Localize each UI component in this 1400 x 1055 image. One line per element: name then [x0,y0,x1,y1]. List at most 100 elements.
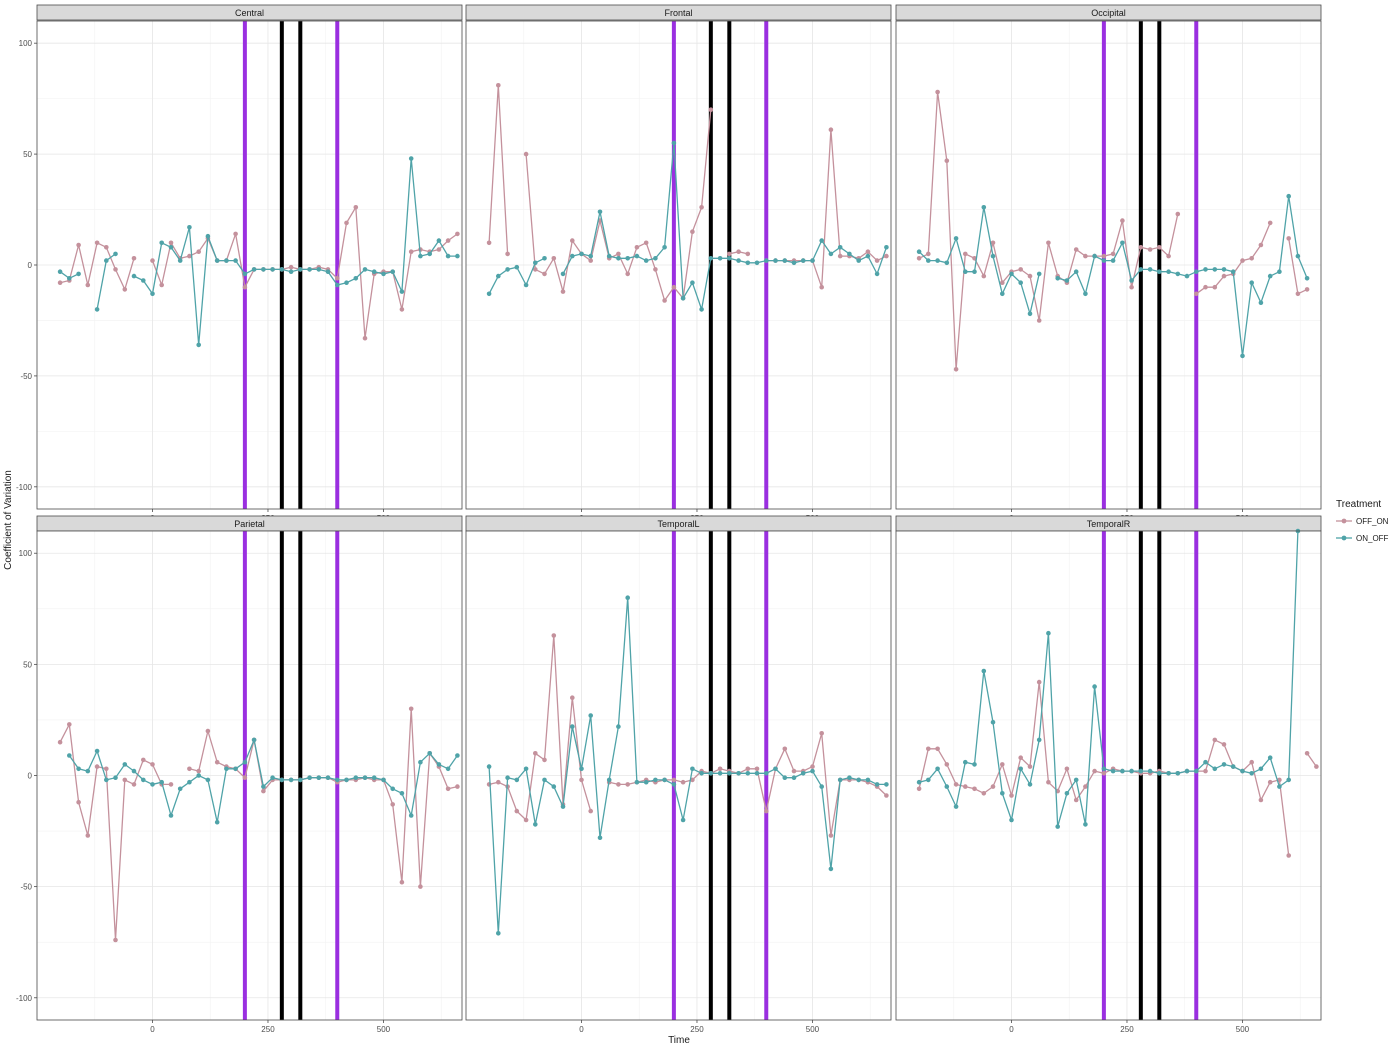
data-point-off-on [455,784,460,789]
data-point-on-off [1203,759,1208,765]
data-point-on-off [560,271,566,277]
data-point-off-on [1073,247,1079,252]
data-point-on-off [1157,771,1162,776]
data-point-on-off [1018,280,1023,286]
data-point-on-off [1064,791,1070,796]
data-point-on-off [1009,817,1014,823]
data-point-off-on [837,253,843,259]
data-point-on-off [865,777,871,783]
data-point-on-off [316,267,322,272]
data-point-off-on [399,879,405,885]
data-point-on-off [1240,768,1245,774]
data-point-on-off [606,777,612,783]
data-point-off-on [85,282,91,288]
data-point-off-on [884,253,889,259]
data-point-off-on [935,746,940,752]
legend-title: Treatment [1336,499,1381,510]
data-point-on-off [224,258,229,263]
data-point-on-off [353,276,359,281]
data-point-on-off [1110,768,1116,774]
data-point-on-off [307,267,312,272]
data-point-on-off [67,276,72,281]
data-point-on-off [935,258,940,263]
data-point-on-off [150,782,155,787]
data-point-on-off [1249,280,1254,286]
data-point-on-off [634,253,640,259]
data-point-on-off [1147,768,1153,774]
x-tick-label: 0 [150,1025,155,1034]
data-point-on-off [828,866,834,872]
data-point-on-off [131,768,137,774]
data-point-on-off [1295,253,1301,259]
data-point-on-off [486,764,492,769]
data-point-on-off [418,759,423,765]
data-point-on-off [1157,269,1162,275]
data-point-off-on [362,335,368,341]
data-point-off-on [335,276,340,281]
facet-label: Frontal [664,8,692,18]
data-point-off-on [1101,253,1107,259]
data-point-on-off [371,269,377,275]
panel-temporalr: TemporalR 0 250 500 [895,515,1322,1034]
facet-label: TemporalL [657,519,699,529]
data-point-on-off [316,775,322,780]
data-point-off-on [745,766,751,772]
data-point-on-off [1203,267,1208,272]
data-point-on-off [935,766,940,772]
data-point-on-off [1230,269,1236,275]
data-point-off-on [588,808,593,814]
data-point-on-off [916,249,922,254]
data-point-on-off [874,271,880,277]
y-tick-label: -100 [16,483,33,492]
x-tick-label: 500 [377,1025,391,1034]
data-point-on-off [168,245,174,250]
data-point-on-off [1267,273,1273,279]
data-point-off-on [1249,255,1254,261]
data-point-on-off [754,771,760,776]
data-point-on-off [847,251,852,257]
data-point-off-on [399,307,405,312]
data-point-on-off [523,282,529,288]
data-point-on-off [168,813,174,818]
panel-frontal: Frontal0250500 [465,4,892,523]
x-tick-label: 500 [806,1025,820,1034]
data-point-on-off [953,236,959,241]
data-point-off-on [390,802,396,807]
data-point-on-off [856,258,861,263]
legend-key-point [1341,518,1347,524]
data-point-off-on [67,722,72,727]
data-point-on-off [810,768,815,774]
data-point-off-on [699,205,704,210]
data-point-off-on [1009,793,1014,798]
data-point-off-on [782,746,788,752]
data-point-on-off [177,258,183,263]
data-point-on-off [1092,684,1097,689]
data-point-on-off [279,777,285,783]
data-point-on-off [579,251,584,257]
data-point-off-on [1203,768,1208,774]
data-point-off-on [187,766,192,772]
data-point-on-off [233,766,238,772]
data-point-on-off [810,258,815,263]
data-point-on-off [335,282,340,288]
data-point-off-on [104,245,109,250]
data-point-on-off [560,804,566,809]
data-point-off-on [233,231,238,237]
data-point-off-on [963,784,968,789]
data-point-off-on [1194,291,1199,297]
data-point-off-on [1046,779,1051,785]
data-point-on-off [381,271,386,277]
data-point-off-on [104,766,109,772]
data-point-off-on [1304,751,1310,756]
data-point-on-off [1083,822,1088,827]
data-point-on-off [1073,269,1079,275]
data-point-on-off [505,775,510,780]
data-point-off-on [1258,797,1264,803]
data-point-on-off [856,777,861,783]
data-point-on-off [963,269,968,275]
data-point-off-on [963,251,968,257]
data-point-on-off [1073,777,1079,783]
data-point-on-off [643,258,649,263]
data-point-on-off [427,751,433,756]
y-tick-label: 50 [23,150,32,159]
